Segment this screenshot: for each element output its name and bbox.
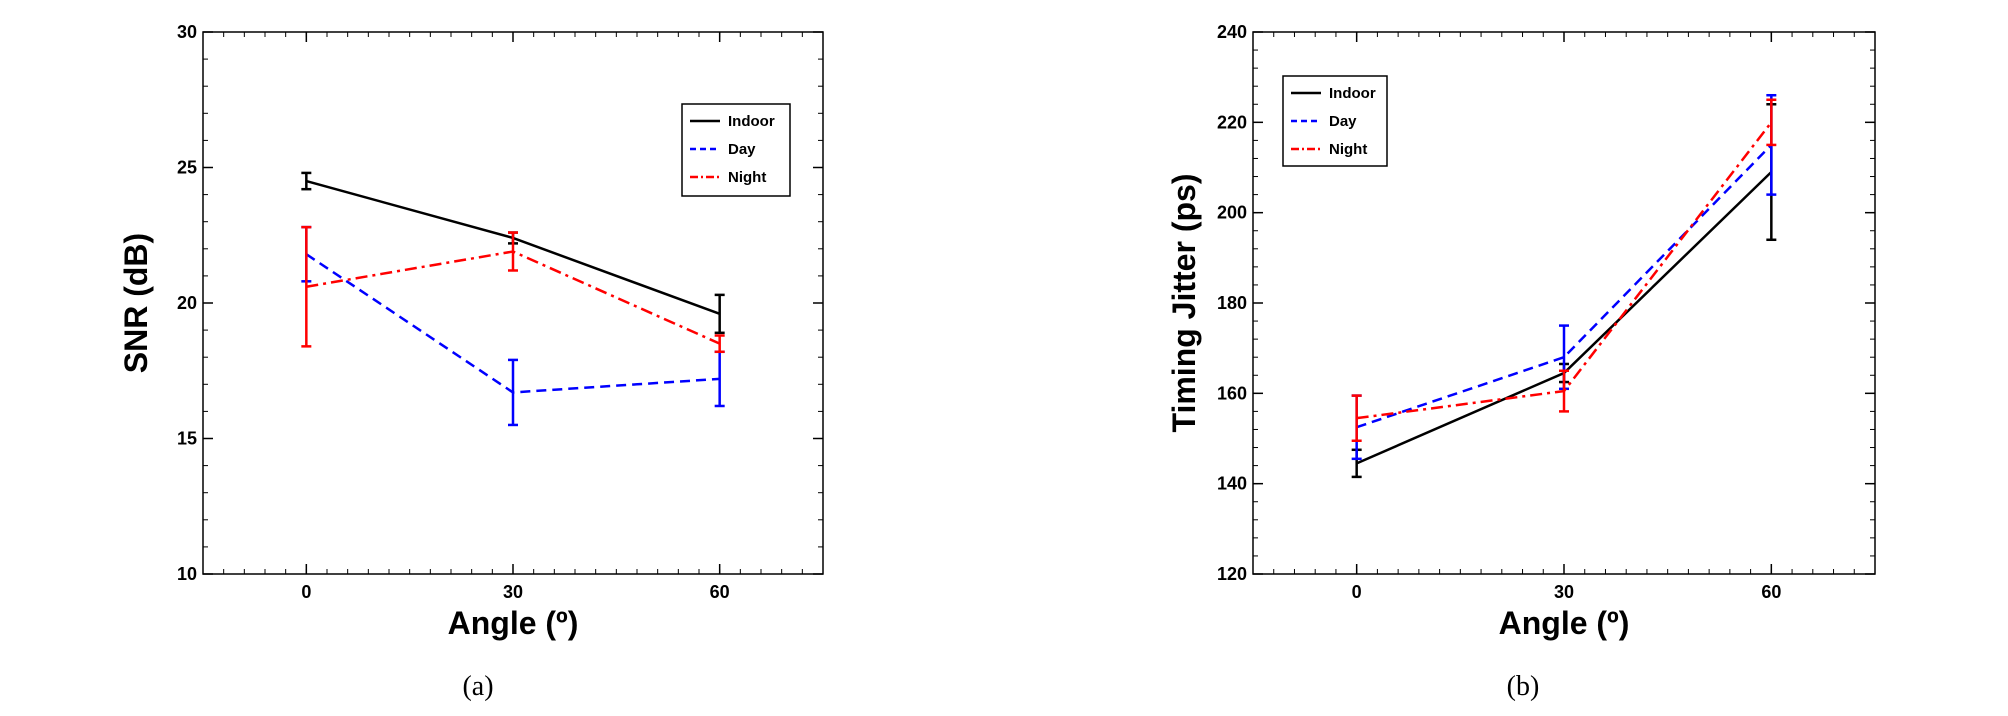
series-night bbox=[301, 225, 725, 354]
x-tick-label: 0 bbox=[1352, 582, 1362, 602]
series-line-indoor bbox=[1356, 171, 1773, 465]
legend-label-day: Day bbox=[728, 141, 756, 158]
y-tick-label: 240 bbox=[1217, 22, 1247, 42]
x-tick-label: 0 bbox=[301, 582, 311, 602]
series-indoor bbox=[1351, 103, 1777, 479]
series-line-day bbox=[1356, 144, 1773, 429]
chart-panel-a: 10 15 20 25 30 0 30 60 Angle (º) SNR (dB) Indoor Da… bbox=[118, 22, 824, 702]
x-tick-label: 60 bbox=[710, 582, 730, 602]
x-axis-title: Angle (º) bbox=[448, 605, 579, 641]
y-tick-label: 180 bbox=[1217, 293, 1247, 313]
y-tick-label: 160 bbox=[1217, 383, 1247, 403]
y-tick-label: 10 bbox=[177, 564, 197, 584]
chart-panel-b: 120 140 160 180 200 220 240 0 30 60 Angle (º) Timin… bbox=[1166, 22, 1876, 702]
series-night bbox=[1351, 98, 1777, 443]
y-tick-label: 25 bbox=[177, 158, 197, 178]
x-tick-label: 60 bbox=[1761, 582, 1781, 602]
legend: Indoor Day Night bbox=[681, 103, 791, 197]
legend-label-night: Night bbox=[728, 169, 766, 186]
legend-label-night: Night bbox=[1329, 141, 1367, 158]
legend-label-indoor: Indoor bbox=[728, 113, 775, 130]
y-tick-label: 140 bbox=[1217, 474, 1247, 494]
legend-label-indoor: Indoor bbox=[1329, 85, 1376, 102]
x-tick-label: 30 bbox=[1554, 582, 1574, 602]
x-tick-label: 30 bbox=[503, 582, 523, 602]
y-tick-label: 20 bbox=[177, 293, 197, 313]
x-axis-title: Angle (º) bbox=[1499, 605, 1630, 641]
y-tick-label: 220 bbox=[1217, 112, 1247, 132]
panel-label: (a) bbox=[462, 671, 493, 702]
legend: Indoor Day Night bbox=[1282, 75, 1388, 167]
legend-label-day: Day bbox=[1329, 113, 1357, 130]
y-axis-title: SNR (dB) bbox=[118, 233, 154, 373]
legend-box bbox=[1282, 75, 1388, 167]
y-tick-label: 30 bbox=[177, 22, 197, 42]
y-axis-title: Timing Jitter (ps) bbox=[1166, 174, 1202, 433]
y-tick-label: 15 bbox=[177, 429, 197, 449]
panel-label: (b) bbox=[1507, 671, 1540, 702]
y-tick-label: 120 bbox=[1217, 564, 1247, 584]
y-tick-label: 200 bbox=[1217, 203, 1247, 223]
